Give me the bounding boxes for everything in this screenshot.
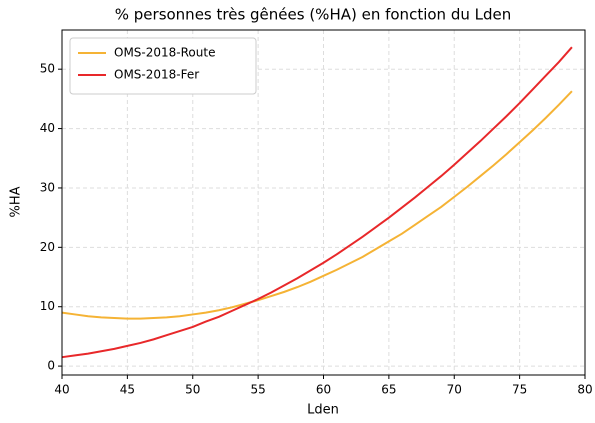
x-tick-label: 40 <box>54 383 69 397</box>
y-tick-label: 0 <box>47 359 55 373</box>
x-tick-label: 60 <box>316 383 331 397</box>
y-tick-label: 40 <box>40 121 55 135</box>
x-tick-label: 45 <box>120 383 135 397</box>
x-tick-label: 75 <box>512 383 527 397</box>
x-tick-label: 50 <box>185 383 200 397</box>
plot-frame <box>61 29 586 376</box>
x-tick-label: 55 <box>250 383 265 397</box>
y-axis-label: %HA <box>9 186 24 217</box>
legend-label: OMS-2018-Fer <box>114 68 199 82</box>
y-tick-label: 30 <box>40 180 55 194</box>
chart-title: % personnes très gênées (%HA) en fonctio… <box>115 6 511 24</box>
line-series <box>61 90 573 320</box>
x-tick-label: 70 <box>447 383 462 397</box>
legend-label: OMS-2018-Route <box>114 46 215 60</box>
legend-box <box>69 37 257 95</box>
x-axis-label: Lden <box>307 403 339 418</box>
line-series <box>61 46 573 359</box>
y-tick-label: 20 <box>40 240 55 254</box>
x-tick-label: 80 <box>577 383 592 397</box>
y-tick-label: 50 <box>40 62 55 76</box>
y-tick-label: 10 <box>40 299 55 313</box>
x-tick-label: 65 <box>381 383 396 397</box>
legend: OMS-2018-Route OMS-2018-Fer <box>69 37 257 95</box>
